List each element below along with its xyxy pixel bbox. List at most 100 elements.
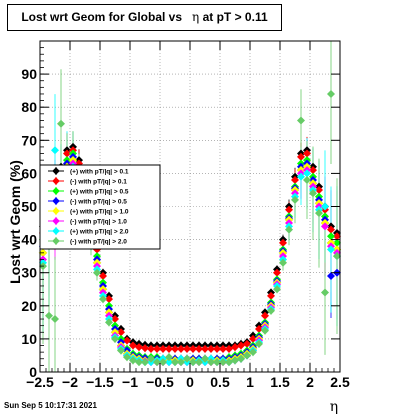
data-point — [237, 341, 245, 350]
data-point — [159, 344, 167, 353]
data-point — [183, 344, 191, 353]
y-tick-label: 70 — [21, 132, 37, 148]
data-point — [303, 149, 311, 158]
x-tick-label: −1.5 — [86, 374, 114, 390]
data-point — [315, 209, 323, 218]
data-point — [255, 339, 263, 348]
legend-marker — [52, 227, 60, 235]
x-tick-label: 0.5 — [210, 374, 230, 390]
timestamp: Sun Sep 5 10:17:31 2021 — [4, 401, 97, 410]
data-point — [213, 358, 221, 367]
data-point — [177, 358, 185, 367]
chart-title-eta: η — [192, 10, 200, 24]
data-point — [297, 172, 305, 181]
data-point — [63, 149, 71, 158]
data-point — [303, 176, 311, 185]
x-tick-label: 1.5 — [270, 374, 290, 390]
y-tick-label: 90 — [21, 66, 37, 82]
data-point — [213, 344, 221, 353]
x-tick-label: 0 — [186, 374, 194, 390]
x-axis-label: η — [330, 399, 338, 414]
data-point — [183, 354, 191, 363]
x-tick-label: −2 — [62, 374, 78, 390]
legend-entry: (-) with pT/|q| > 0.5 — [70, 199, 127, 206]
data-point — [225, 344, 233, 353]
y-tick-label: 60 — [21, 165, 37, 181]
data-points — [38, 89, 342, 367]
chart-title-suffix: at pT > 0.11 — [202, 10, 268, 24]
legend-marker — [52, 167, 60, 175]
chart-title: Lost wrt Geom for Global vs η at pT > 0.… — [7, 4, 282, 31]
y-axis-label: Lost wrt Geom (%) — [7, 160, 23, 284]
y-axis: 0 10 20 30 40 50 60 70 80 90 — [21, 40, 340, 380]
data-point — [123, 336, 131, 345]
data-point — [255, 324, 263, 333]
data-point — [291, 195, 299, 204]
x-axis: −2.5 −2 −1.5 −1 −0.5 0 0.5 1 1.5 2 2.5 — [26, 41, 350, 390]
data-point — [141, 344, 149, 353]
data-point — [327, 232, 335, 241]
data-point — [135, 358, 143, 367]
x-tick-label: 1 — [246, 374, 254, 390]
data-point — [201, 344, 209, 353]
data-point — [177, 344, 185, 353]
x-tick-label: 2 — [306, 374, 314, 390]
data-point — [261, 311, 269, 320]
data-point — [231, 343, 239, 352]
data-point — [195, 344, 203, 353]
data-point — [327, 89, 335, 98]
data-point — [99, 295, 107, 304]
legend-marker — [52, 177, 60, 185]
data-point — [273, 285, 281, 294]
data-point — [327, 272, 335, 281]
data-point — [105, 295, 113, 304]
data-point — [327, 245, 335, 254]
x-tick-label: −2.5 — [26, 374, 54, 390]
legend-entry: (-) with pT/|q| > 2.0 — [70, 239, 127, 246]
data-point — [105, 318, 113, 327]
data-point — [57, 119, 65, 128]
x-tick-label: 2.5 — [330, 374, 350, 390]
data-point — [321, 202, 329, 211]
x-tick-label: −0.5 — [146, 374, 174, 390]
data-point — [201, 354, 209, 363]
data-point — [315, 185, 323, 194]
data-point — [231, 356, 239, 365]
data-point — [129, 341, 137, 350]
data-point — [297, 152, 305, 161]
y-tick-label: 40 — [21, 232, 37, 248]
data-point — [333, 238, 341, 247]
data-point — [129, 356, 137, 365]
data-point — [147, 344, 155, 353]
data-point — [111, 315, 119, 324]
data-point — [135, 343, 143, 352]
data-point — [285, 205, 293, 214]
data-point — [195, 358, 203, 367]
data-point — [141, 358, 149, 367]
data-point — [171, 344, 179, 353]
data-point — [207, 344, 215, 353]
data-point — [171, 358, 179, 367]
data-point — [45, 311, 53, 320]
data-point — [123, 353, 131, 362]
y-tick-label: 10 — [21, 331, 37, 347]
data-point — [291, 176, 299, 185]
data-point — [243, 339, 251, 348]
legend-entry: (+) with pT/|q| > 2.0 — [70, 229, 129, 236]
legend-entry: (+) with pT/|q| > 1.0 — [70, 209, 129, 216]
data-point — [279, 238, 287, 247]
legend-entry: (-) with pT/|q| > 1.0 — [70, 219, 127, 226]
legend-marker — [52, 217, 60, 225]
data-point — [273, 268, 281, 277]
y-tick-label: 20 — [21, 298, 37, 314]
legend-box — [39, 164, 161, 250]
data-point — [147, 354, 155, 363]
data-point — [117, 328, 125, 337]
chart-title-prefix: Lost wrt Geom for Global vs — [21, 10, 183, 24]
data-point — [51, 146, 59, 155]
legend-marker — [52, 197, 60, 205]
data-point — [285, 225, 293, 234]
data-point — [219, 344, 227, 353]
data-point — [159, 358, 167, 367]
